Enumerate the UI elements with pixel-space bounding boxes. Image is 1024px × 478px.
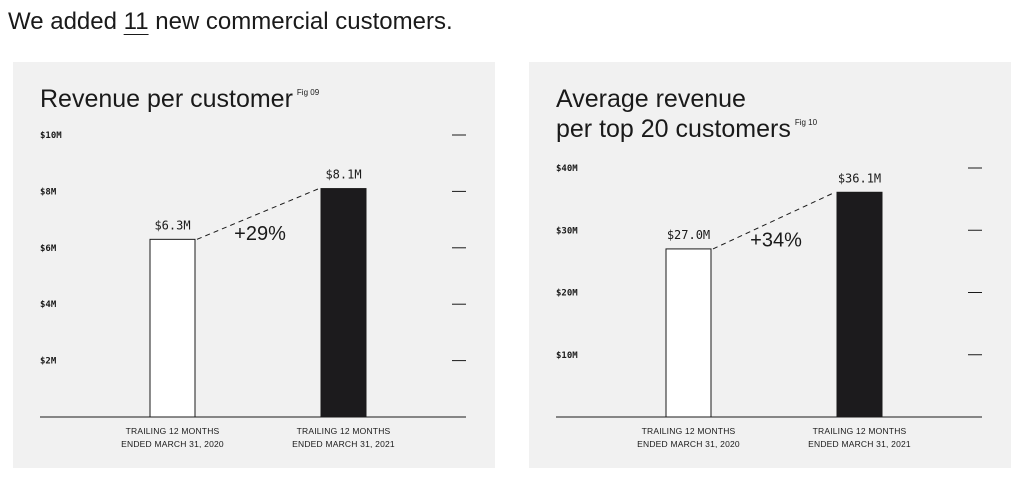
category-label-line-2: ENDED MARCH 31, 2021 — [808, 439, 911, 449]
y-tick-label: $30M — [556, 226, 578, 236]
headline: We added 11 new commercial customers. — [8, 6, 453, 38]
category-label-line-1: TRAILING 12 MONTHS — [642, 426, 736, 436]
figure-reference: Fig 09 — [297, 88, 320, 97]
percent-change-label: +34% — [750, 230, 802, 252]
bar-2 — [836, 191, 883, 418]
bar-value-label: $27.0M — [667, 228, 710, 242]
bar-1 — [665, 248, 712, 418]
y-tick-label: $40M — [556, 164, 578, 174]
growth-connector-line — [196, 188, 320, 240]
bar-value-label: $6.3M — [154, 218, 190, 232]
category-label-line-1: TRAILING 12 MONTHS — [813, 426, 907, 436]
headline-prefix: We added — [8, 8, 124, 35]
chart-title-line: per top 20 customers — [556, 115, 791, 143]
percent-change-label: +29% — [234, 223, 286, 245]
y-tick-label: $20M — [556, 289, 578, 299]
chart-title-line: Revenue per customer — [40, 85, 293, 113]
headline-number: 11 — [123, 8, 149, 35]
growth-connector-line — [712, 191, 836, 250]
y-tick-label: $10M — [40, 131, 62, 141]
bar-2 — [320, 188, 367, 418]
y-tick-label: $6M — [40, 244, 57, 254]
revenue-per-customer-panel: Revenue per customer Fig 09 $10M $8M $6M $4M $… — [13, 62, 495, 468]
category-label-line-2: ENDED MARCH 31, 2020 — [637, 439, 740, 449]
category-label-line-2: ENDED MARCH 31, 2020 — [121, 439, 224, 449]
bar-1 — [149, 238, 196, 418]
headline-suffix: new commercial customers. — [148, 8, 453, 35]
y-tick-label: $10M — [556, 351, 578, 361]
revenue-per-customer-chart: Revenue per customer Fig 09 $10M $8M $6M $4M $… — [40, 85, 466, 449]
chart-title-line: Average revenue — [556, 85, 746, 113]
figure-reference: Fig 10 — [795, 118, 818, 127]
y-tick-label: $8M — [40, 187, 57, 197]
category-label-line-2: ENDED MARCH 31, 2021 — [292, 439, 395, 449]
category-label-line-1: TRAILING 12 MONTHS — [126, 426, 220, 436]
y-tick-label: $4M — [40, 300, 57, 310]
bar-value-label: $8.1M — [325, 168, 361, 182]
average-revenue-top20-panel: Average revenue per top 20 customers Fig 1… — [529, 62, 1011, 468]
y-tick-label: $2M — [40, 357, 57, 367]
bar-value-label: $36.1M — [838, 171, 881, 185]
category-label-line-1: TRAILING 12 MONTHS — [297, 426, 391, 436]
